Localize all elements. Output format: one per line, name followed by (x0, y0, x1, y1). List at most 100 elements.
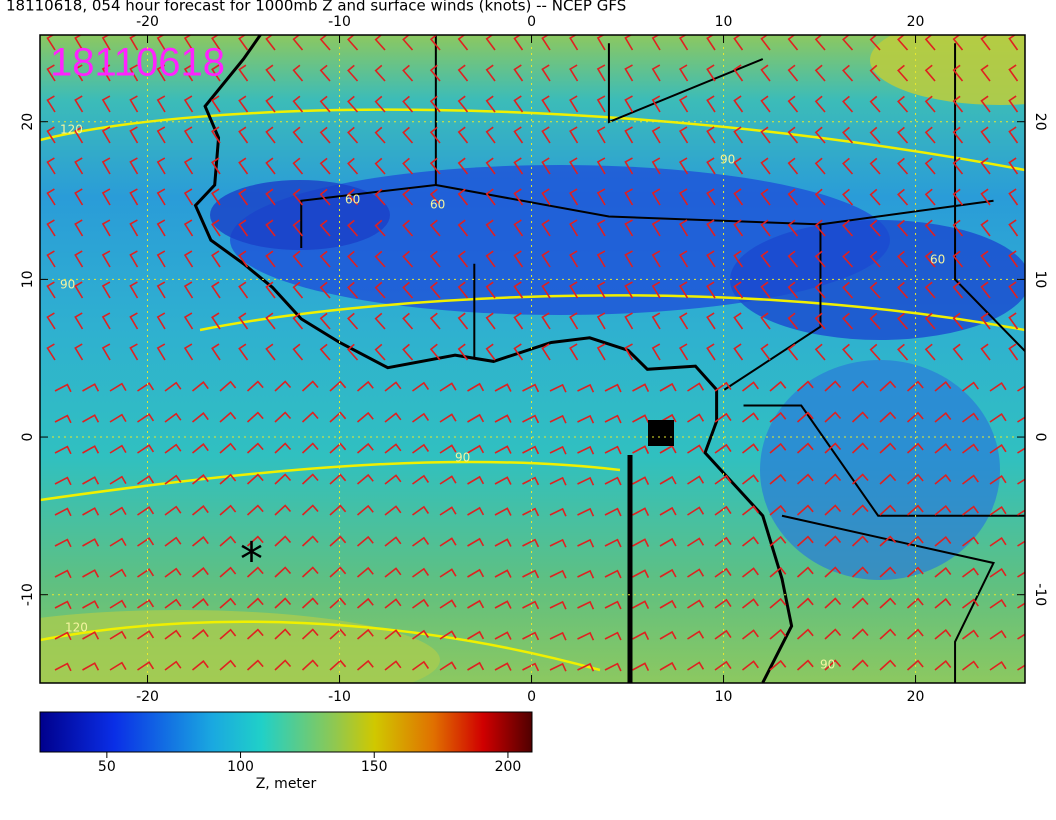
height-field (40, 35, 1025, 683)
wind-barb (934, 628, 952, 640)
wind-barb (577, 600, 595, 610)
wind-barb (292, 126, 304, 144)
wind-barb (356, 535, 374, 547)
wind-barb (412, 629, 430, 640)
wind-barb (513, 64, 524, 82)
wind-barb (733, 126, 744, 144)
wind-barb (952, 64, 964, 82)
wind-barb (494, 538, 512, 547)
wind-barb (851, 628, 869, 640)
wind-barb (329, 628, 347, 640)
wind-barb (1008, 343, 1019, 361)
wind-barb (46, 126, 56, 144)
wind-barb (467, 537, 485, 547)
wind-barb (659, 661, 677, 671)
wind-barb (596, 219, 606, 237)
wind-barb (211, 157, 221, 175)
wind-barb (989, 412, 1007, 423)
wind-barb (980, 157, 991, 175)
wind-barb (824, 411, 842, 423)
wind-barb (659, 506, 677, 516)
low-region (730, 220, 1025, 340)
wind-barb (796, 535, 814, 547)
wind-barb (129, 64, 139, 82)
border-line (743, 404, 1025, 517)
wind-barb (384, 629, 402, 640)
wind-barb (879, 442, 897, 454)
wind-barb (687, 661, 705, 671)
marker (648, 420, 674, 446)
border-line (723, 224, 822, 391)
wind-barb (522, 383, 540, 393)
wind-barb (787, 219, 799, 237)
wind-barb (897, 35, 909, 51)
wind-barb (109, 568, 127, 578)
wind-barb (549, 507, 567, 517)
wind-barb (897, 157, 909, 175)
contour-label: 90 (455, 451, 470, 465)
wind-barb (934, 566, 952, 578)
wind-barb (897, 64, 909, 82)
wind-barb (952, 188, 964, 206)
wind-barb (429, 188, 441, 206)
wind-barb (541, 64, 551, 82)
x-tick-label: 10 (715, 689, 733, 705)
wind-barb (706, 64, 716, 82)
wind-barb (632, 507, 650, 516)
wind-barb (109, 382, 127, 392)
wind-barb (265, 312, 276, 330)
wind-barb (211, 312, 221, 330)
wind-barb (742, 660, 759, 671)
wind-barb (301, 411, 319, 423)
wind-barb (54, 569, 72, 579)
wind-barb (869, 250, 881, 268)
wind-barb (742, 443, 759, 454)
wind-barb (796, 628, 814, 640)
wind-barb (183, 188, 194, 206)
wind-barb (101, 343, 111, 361)
colorbar-tick-label: 150 (361, 759, 388, 775)
y-tick-label: 0 (20, 433, 36, 442)
wind-barb (980, 281, 991, 299)
wind-barb (604, 569, 622, 579)
wind-barb (164, 598, 182, 609)
wind-barb (82, 538, 100, 547)
wind-barb (569, 219, 579, 237)
wind-barb (678, 219, 689, 237)
wind-barb (82, 383, 100, 392)
wind-barb (851, 411, 869, 423)
wind-barb (246, 535, 264, 547)
wind-barb (329, 442, 347, 454)
wind-barb (156, 343, 166, 361)
wind-barb (596, 188, 606, 206)
wind-barb (191, 381, 209, 392)
wind-barb (624, 312, 634, 330)
wind-barb (678, 343, 689, 361)
wind-barb (787, 64, 799, 82)
wind-barb (101, 219, 111, 237)
wind-barb (541, 343, 551, 361)
wind-barb (924, 219, 936, 237)
wind-barb (191, 505, 209, 516)
wind-barb (402, 343, 414, 361)
contour-label: 60 (430, 198, 445, 212)
wind-barb (402, 35, 414, 51)
wind-barb (842, 64, 854, 82)
wind-barb (851, 380, 869, 392)
wind-barb (814, 35, 826, 51)
wind-barb (219, 535, 237, 547)
wind-barb (219, 566, 237, 578)
wind-barb (596, 157, 606, 175)
wind-barb (1017, 571, 1025, 578)
wind-barb (494, 383, 512, 392)
wind-barb (651, 312, 661, 330)
wind-barb (246, 628, 264, 640)
wind-barb (934, 535, 952, 547)
wind-barb (1017, 447, 1025, 454)
wind-barb (624, 188, 634, 206)
wind-barb (238, 157, 249, 175)
wind-barb (787, 126, 799, 144)
wind-barb (265, 219, 276, 237)
wind-barb (439, 661, 457, 671)
wind-barb (46, 95, 56, 113)
